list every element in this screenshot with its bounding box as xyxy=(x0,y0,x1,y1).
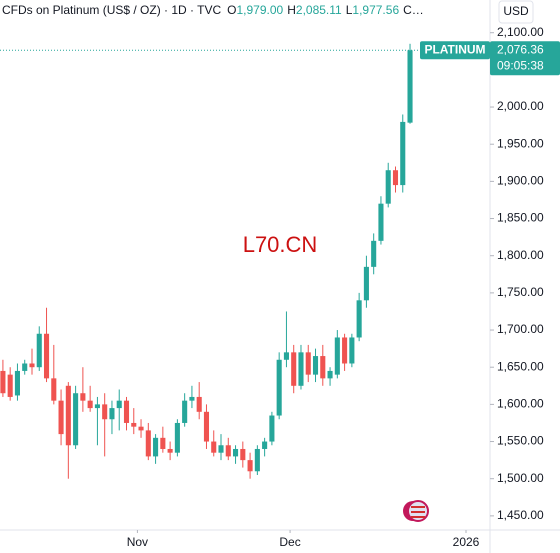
candle-body xyxy=(371,240,377,267)
x-tick-label: Dec xyxy=(279,535,300,549)
candle-body xyxy=(29,363,35,368)
y-tick-label: 1,500.00 xyxy=(497,471,544,485)
ohlc-label: C… xyxy=(403,3,424,17)
ohlc-value: 1,977.56 xyxy=(352,3,399,17)
candle-body xyxy=(349,337,355,364)
candle-body xyxy=(342,337,348,364)
y-tick-label: 1,900.00 xyxy=(497,174,544,188)
candle-body xyxy=(385,170,391,204)
x-tick-label: 2026 xyxy=(453,535,480,549)
candle-body xyxy=(196,396,202,412)
candle-body xyxy=(392,170,399,186)
candle-body xyxy=(174,422,180,453)
candle-body xyxy=(51,378,57,401)
y-tick-label: 2,100.00 xyxy=(497,25,544,39)
candle-body xyxy=(123,400,130,423)
price-tag xyxy=(490,41,560,76)
price-tag xyxy=(420,41,490,60)
candle-body xyxy=(291,352,297,386)
ohlc-value: 2,085.11 xyxy=(296,3,342,17)
candle-body xyxy=(225,445,231,457)
candle-body xyxy=(7,374,13,397)
currency[interactable]: USD xyxy=(503,4,529,18)
candle-body xyxy=(400,121,406,186)
y-tick-label: 2,000.00 xyxy=(497,99,544,113)
candle-body xyxy=(262,441,268,449)
y-tick-label: 1,600.00 xyxy=(497,397,544,411)
candle-body xyxy=(240,448,246,461)
candle-body xyxy=(109,408,115,420)
candle-body xyxy=(102,404,108,420)
candle-body xyxy=(269,415,275,442)
candle-body xyxy=(138,426,144,431)
candle-body xyxy=(356,300,362,338)
y-tick-label: 1,850.00 xyxy=(497,211,544,225)
candle-body xyxy=(334,337,340,375)
candle-body xyxy=(160,437,166,449)
candle-body xyxy=(254,448,260,472)
candle-body xyxy=(276,359,282,416)
logo xyxy=(403,500,429,522)
candle-body xyxy=(22,363,28,371)
watermark: L70.CN xyxy=(243,232,318,257)
candle-body xyxy=(298,352,304,386)
y-tick-label: 1,650.00 xyxy=(497,359,544,373)
ohlc-label: H xyxy=(287,3,296,17)
y-tick-label: 1,750.00 xyxy=(497,285,544,299)
candle-body xyxy=(211,441,217,453)
candle-body xyxy=(247,460,253,472)
currency-box[interactable] xyxy=(498,0,534,24)
candle-body xyxy=(305,352,311,375)
candle-body xyxy=(94,404,100,409)
y-tick-label: 1,800.00 xyxy=(497,248,544,262)
price-tag-name: PLATINUM xyxy=(424,42,485,56)
candle-body xyxy=(73,393,79,446)
candle-body xyxy=(327,370,333,379)
candle-body xyxy=(312,356,319,375)
y-tick-label: 1,700.00 xyxy=(497,322,544,336)
candle-body xyxy=(182,400,188,423)
candle-body xyxy=(80,393,86,401)
candle-body xyxy=(0,370,6,394)
candle-body xyxy=(145,430,151,457)
candle-body xyxy=(320,356,326,379)
candle-body xyxy=(58,400,64,435)
y-tick-label: 1,550.00 xyxy=(497,434,544,448)
candle-body xyxy=(283,352,289,360)
header: CFDs on Platinum (US$ / OZ) · 1D · TVC O1… xyxy=(2,3,424,17)
candle-body xyxy=(87,400,93,409)
candle-body xyxy=(407,50,413,123)
ohlc-label: O xyxy=(227,3,236,17)
candle-body xyxy=(43,333,50,379)
x-tick-label: Nov xyxy=(127,535,148,549)
candle-body xyxy=(378,203,384,241)
price-tag-value: 2,076.36 xyxy=(497,42,544,56)
candle-body xyxy=(363,266,369,301)
candle-body xyxy=(167,448,173,453)
candle-body xyxy=(65,385,71,446)
candle-body xyxy=(189,396,195,401)
candle-body xyxy=(233,448,239,457)
ohlc-label: L xyxy=(346,3,353,17)
price-tag-time: 09:05:38 xyxy=(497,58,544,72)
y-tick-label: 1,950.00 xyxy=(497,136,544,150)
candle-body xyxy=(14,370,20,396)
candle-body xyxy=(203,411,210,442)
candle-body xyxy=(218,445,224,453)
candle-body xyxy=(131,422,137,427)
y-tick-label: 1,450.00 xyxy=(497,508,544,522)
ohlc-value: 1,979.00 xyxy=(237,3,284,17)
candle-body xyxy=(153,437,159,457)
candle-body xyxy=(36,333,42,368)
candle-body xyxy=(116,400,122,409)
symbol: CFDs on Platinum (US$ / OZ) · 1D · TVC xyxy=(2,3,221,17)
